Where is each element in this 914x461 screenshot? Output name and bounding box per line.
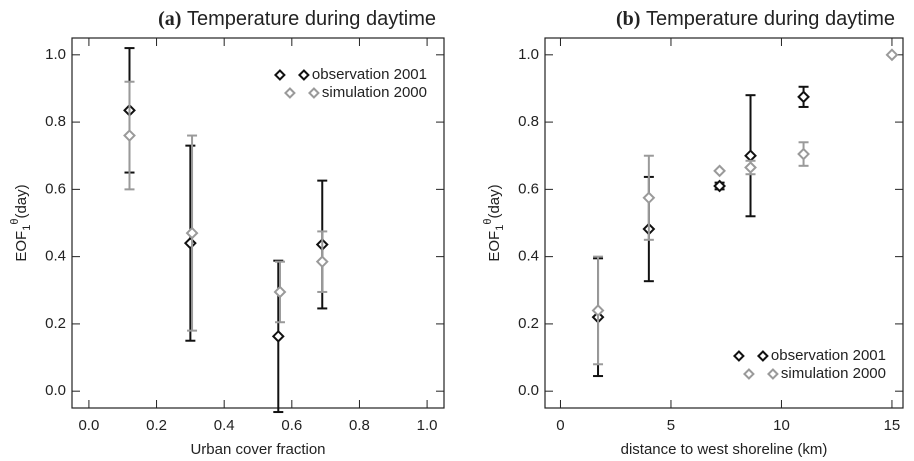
y-tick-label: 0.8 — [45, 113, 66, 130]
y-tick-label: 1.0 — [518, 46, 539, 63]
y-tick-label: 0.2 — [518, 315, 539, 332]
plot-frame — [544, 37, 904, 409]
point — [183, 236, 197, 250]
panel-label: (a) — [158, 8, 181, 30]
legend-marker — [308, 87, 320, 99]
legend-marker — [743, 368, 755, 380]
y-tick-label: 0.8 — [518, 113, 539, 130]
point — [713, 164, 726, 178]
x-tick-label: 0.2 — [146, 417, 167, 434]
point — [185, 226, 199, 240]
y-label-sup: θ — [482, 219, 494, 225]
y-tick-label: 1.0 — [45, 46, 66, 63]
title-text: Temperature during daytime — [187, 8, 436, 30]
legend-marker — [297, 69, 310, 81]
y-axis-label: EOF1θ(day) — [9, 184, 33, 261]
x-tick-label: 0.0 — [78, 417, 99, 434]
legend-label: simulation 2000 — [322, 84, 427, 101]
point — [744, 161, 757, 174]
chart-title: (a) Temperature during daytime — [158, 8, 436, 31]
legend-marker — [767, 368, 779, 380]
point — [273, 285, 287, 299]
chart-title: (b) Temperature during daytime — [616, 8, 895, 31]
legend-marker — [756, 350, 769, 362]
y-tick-label: 0.2 — [45, 315, 66, 332]
y-label-sub: 1 — [494, 225, 506, 231]
x-tick-label: 15 — [884, 417, 901, 434]
title-text: Temperature during daytime — [646, 8, 895, 30]
point — [315, 255, 329, 269]
point — [591, 304, 605, 317]
point — [797, 90, 810, 104]
x-tick-label: 0.8 — [349, 417, 370, 434]
y-label-sup: θ — [9, 219, 21, 225]
y-label-rest: (day) — [486, 184, 503, 218]
legend-marker — [284, 87, 296, 99]
y-tick-label: 0.0 — [45, 382, 66, 399]
x-axis-label: Urban cover fraction — [190, 441, 325, 458]
point — [642, 191, 656, 205]
point — [885, 48, 899, 62]
y-tick-label: 0.0 — [518, 382, 539, 399]
point — [123, 129, 136, 142]
legend-marker — [732, 350, 745, 362]
point — [797, 147, 810, 161]
panel-label: (b) — [616, 8, 640, 30]
y-label-sub: 1 — [21, 225, 33, 231]
x-tick-label: 10 — [773, 417, 790, 434]
legend-label: simulation 2000 — [781, 365, 886, 382]
x-tick-label: 5 — [667, 417, 675, 434]
x-tick-label: 0.6 — [281, 417, 302, 434]
y-tick-label: 0.6 — [45, 180, 66, 197]
x-axis-label: distance to west shoreline (km) — [621, 441, 828, 458]
y-tick-label: 0.4 — [518, 248, 539, 265]
point — [713, 179, 726, 193]
x-tick-label: 0.4 — [214, 417, 235, 434]
point — [744, 149, 757, 163]
plot-frame — [71, 37, 445, 409]
x-tick-label: 1.0 — [417, 417, 438, 434]
legend-marker — [273, 69, 286, 81]
y-axis-label: EOF1θ(day) — [482, 184, 506, 261]
y-tick-label: 0.4 — [45, 248, 66, 265]
y-label-rest: (day) — [13, 184, 30, 218]
legend-label: observation 2001 — [771, 347, 886, 364]
y-label-base: EOF — [13, 231, 30, 262]
y-tick-label: 0.6 — [518, 180, 539, 197]
x-tick-label: 0 — [556, 417, 564, 434]
point — [271, 329, 285, 343]
legend-label: observation 2001 — [312, 66, 427, 83]
y-label-base: EOF — [486, 231, 503, 262]
